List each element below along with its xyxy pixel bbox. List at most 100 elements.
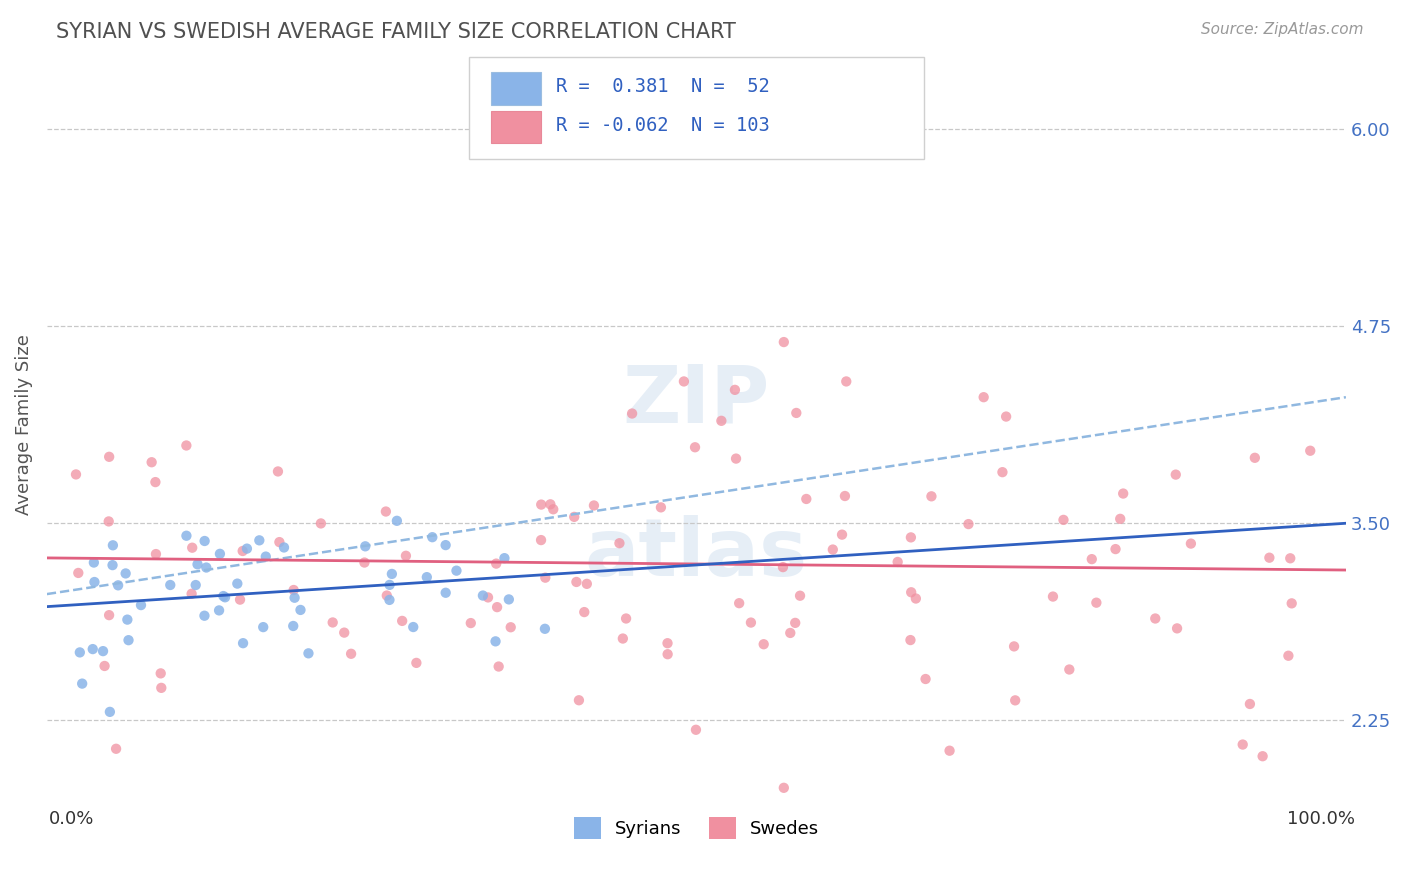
- Point: [252, 620, 274, 634]
- Point: [530, 498, 553, 512]
- Point: [67, 566, 90, 580]
- Point: [1085, 596, 1108, 610]
- Point: [101, 538, 124, 552]
- Point: [492, 146, 515, 161]
- Point: [405, 656, 427, 670]
- Point: [1277, 648, 1299, 663]
- Point: [1042, 590, 1064, 604]
- Point: [141, 455, 163, 469]
- Point: [582, 499, 605, 513]
- Point: [214, 591, 236, 605]
- Point: [297, 646, 319, 660]
- Point: [65, 467, 87, 482]
- Point: [831, 527, 853, 541]
- Point: [82, 642, 104, 657]
- Point: [283, 619, 305, 633]
- Point: [973, 390, 995, 404]
- Point: [621, 407, 644, 421]
- Point: [460, 616, 482, 631]
- Point: [710, 414, 733, 428]
- Point: [322, 615, 344, 630]
- Point: [650, 500, 672, 515]
- Point: [1180, 536, 1202, 550]
- Point: [284, 591, 307, 605]
- Point: [574, 605, 596, 619]
- Point: [740, 615, 762, 630]
- Point: [402, 620, 425, 634]
- Point: [612, 632, 634, 646]
- Point: [1279, 551, 1302, 566]
- Point: [117, 613, 139, 627]
- Point: [1109, 512, 1132, 526]
- Point: [1002, 640, 1025, 654]
- Point: [283, 582, 305, 597]
- Point: [485, 557, 508, 571]
- Point: [657, 647, 679, 661]
- Point: [194, 533, 217, 548]
- Point: [98, 608, 121, 623]
- Point: [685, 723, 707, 737]
- Point: [107, 578, 129, 592]
- Point: [530, 533, 553, 547]
- Point: [1243, 450, 1265, 465]
- Point: [1081, 552, 1104, 566]
- Point: [273, 541, 295, 555]
- Point: [70, 676, 93, 690]
- Point: [728, 596, 751, 610]
- Point: [378, 593, 401, 607]
- Point: [353, 556, 375, 570]
- Point: [395, 549, 418, 563]
- Point: [385, 514, 408, 528]
- Point: [208, 603, 231, 617]
- Point: [477, 591, 499, 605]
- Point: [538, 497, 561, 511]
- Point: [991, 465, 1014, 479]
- Point: [186, 558, 208, 572]
- Point: [91, 644, 114, 658]
- Point: [785, 615, 807, 630]
- Point: [1112, 486, 1135, 500]
- Point: [229, 592, 252, 607]
- Point: [193, 608, 215, 623]
- Point: [900, 585, 922, 599]
- Text: atlas: atlas: [585, 515, 808, 592]
- Point: [159, 578, 181, 592]
- Point: [1251, 749, 1274, 764]
- Point: [145, 547, 167, 561]
- Point: [821, 542, 844, 557]
- Point: [1281, 596, 1303, 610]
- Point: [488, 659, 510, 673]
- Point: [779, 626, 801, 640]
- Point: [117, 633, 139, 648]
- Point: [957, 517, 980, 532]
- Text: R = -0.062  N = 103: R = -0.062 N = 103: [557, 116, 770, 135]
- Point: [420, 530, 443, 544]
- Point: [195, 560, 218, 574]
- Point: [232, 544, 254, 558]
- Point: [471, 589, 494, 603]
- FancyBboxPatch shape: [491, 71, 540, 104]
- Point: [575, 577, 598, 591]
- Point: [938, 744, 960, 758]
- Point: [93, 659, 115, 673]
- Point: [1059, 663, 1081, 677]
- Point: [565, 574, 588, 589]
- Point: [1052, 513, 1074, 527]
- Point: [834, 489, 856, 503]
- Text: SYRIAN VS SWEDISH AVERAGE FAMILY SIZE CORRELATION CHART: SYRIAN VS SWEDISH AVERAGE FAMILY SIZE CO…: [56, 22, 737, 42]
- Point: [1258, 550, 1281, 565]
- Point: [150, 681, 173, 695]
- Point: [416, 570, 439, 584]
- Point: [752, 637, 775, 651]
- Point: [886, 555, 908, 569]
- Point: [1239, 697, 1261, 711]
- Point: [484, 634, 506, 648]
- Point: [114, 566, 136, 581]
- Point: [269, 535, 291, 549]
- Point: [900, 530, 922, 544]
- Point: [1299, 443, 1322, 458]
- Point: [374, 504, 396, 518]
- Point: [145, 475, 167, 489]
- Point: [254, 549, 277, 564]
- Point: [226, 576, 249, 591]
